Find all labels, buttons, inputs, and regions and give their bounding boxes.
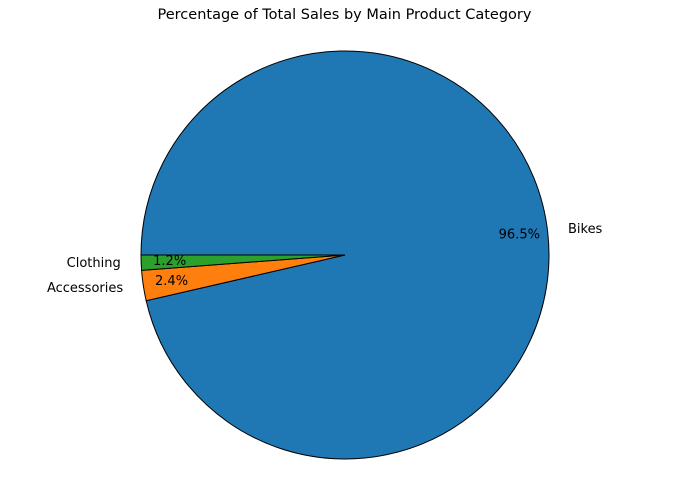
- pie-slice-clothing: [140, 254, 346, 271]
- category-label-accessories: Accessories: [47, 281, 123, 296]
- pct-label-bikes: 96.5%: [499, 228, 540, 243]
- category-label-bikes: Bikes: [568, 222, 603, 237]
- chart-title: Percentage of Total Sales by Main Produc…: [157, 7, 532, 23]
- pct-label-clothing: 1.2%: [153, 254, 186, 269]
- pct-label-accessories: 2.4%: [155, 274, 188, 289]
- category-label-clothing: Clothing: [67, 256, 121, 271]
